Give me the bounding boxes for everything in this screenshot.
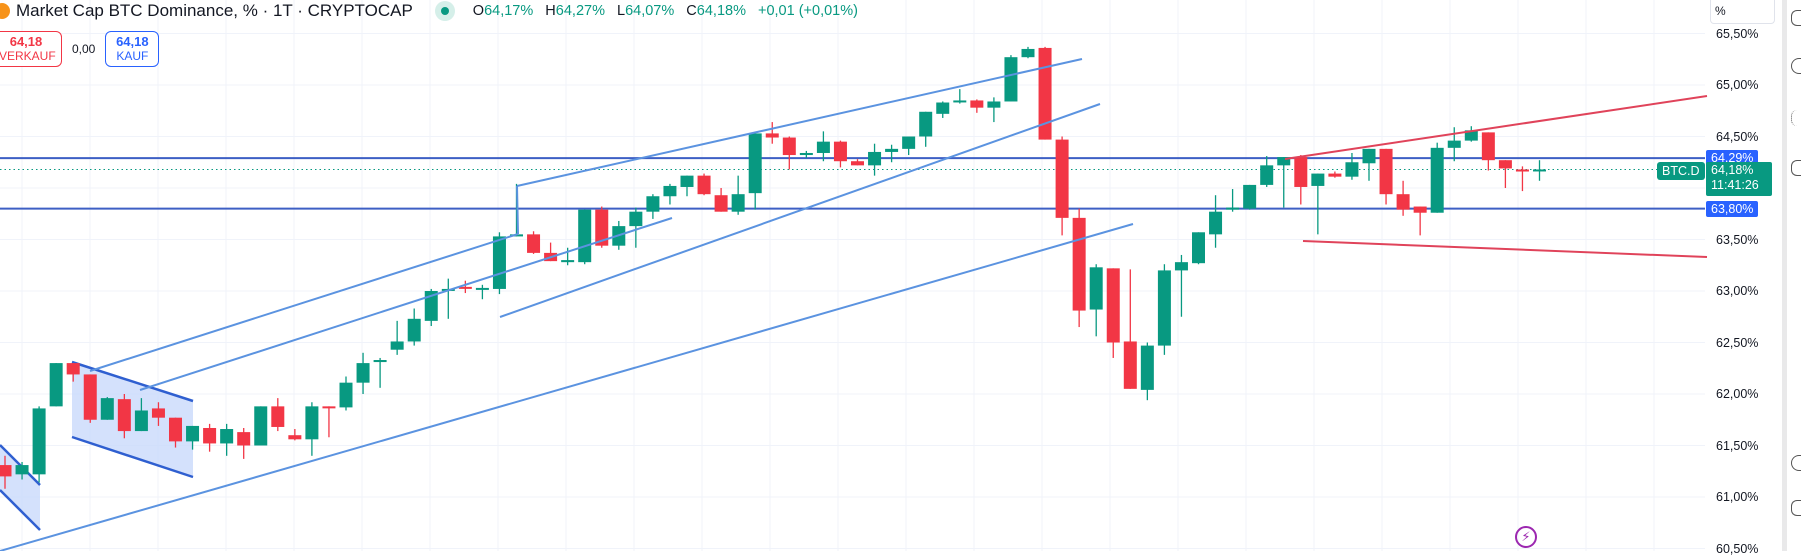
sell-label: VERKAUF — [0, 49, 56, 63]
lightning-icon[interactable]: ⚡︎ — [1515, 526, 1537, 548]
price-axis-label: 65,00% — [1716, 78, 1759, 92]
price-axis-label: 62,50% — [1716, 335, 1759, 350]
price-axis-label: 60,50% — [1716, 541, 1759, 556]
right-toolbar — [1782, 0, 1801, 551]
high-value: 64,27% — [555, 3, 605, 19]
price-scale-unit-button[interactable]: % — [1710, 0, 1775, 24]
bitcoin-icon — [0, 3, 10, 19]
toolbar-icon[interactable] — [1791, 500, 1801, 516]
market-open-dot-icon[interactable] — [434, 1, 455, 21]
symbol-title[interactable]: Market Cap BTC Dominance, % · 1T · CRYPT… — [16, 1, 413, 20]
toolbar-icon[interactable] — [1791, 10, 1801, 26]
current-price-tag: 64,18% 11:41:26 — [1706, 162, 1772, 196]
ohlc-values: O64,17% H64,27% L64,07% C64,18% +0,01 (+… — [472, 3, 858, 19]
price-axis-label: 63,50% — [1716, 232, 1759, 247]
buy-price: 64,18 — [116, 34, 149, 49]
symbol-tag: BTC.D — [1657, 162, 1705, 180]
current-price: 64,18% — [1711, 163, 1754, 177]
spread-value: 0,00 — [72, 42, 96, 56]
bar-countdown: 11:41:26 — [1711, 178, 1759, 192]
level-tag-lower: 63,80% — [1706, 200, 1759, 217]
price-axis-label: 65,50% — [1716, 26, 1759, 41]
close-value: 64,18% — [696, 3, 746, 19]
clock-icon[interactable] — [1791, 58, 1801, 74]
change-value: +0,01 (+0,01%) — [758, 3, 858, 19]
help-icon[interactable] — [1791, 455, 1801, 471]
open-value: 64,17% — [484, 3, 534, 19]
sell-price: 64,18 — [9, 34, 43, 49]
low-value: 64,07% — [625, 3, 675, 19]
price-axis-label: 62,00% — [1716, 387, 1759, 401]
price-axis-label: 63,00% — [1716, 284, 1759, 298]
toolbar-icon[interactable] — [1791, 110, 1801, 126]
price-axis-label: 61,50% — [1716, 438, 1759, 453]
price-axis-label: 64,50% — [1716, 129, 1759, 144]
price-axis-label: 61,00% — [1716, 490, 1759, 504]
toolbar-icon[interactable] — [1791, 160, 1801, 176]
symbol-legend: Market Cap BTC Dominance, % · 1T · CRYPT… — [0, 0, 866, 22]
sell-button[interactable]: 64,18 VERKAUF — [0, 31, 62, 67]
buy-button[interactable]: 64,18 KAUF — [105, 31, 160, 67]
buy-label: KAUF — [116, 49, 149, 63]
trade-panel: 64,18 VERKAUF 0,00 64,18 KAUF — [0, 31, 160, 67]
